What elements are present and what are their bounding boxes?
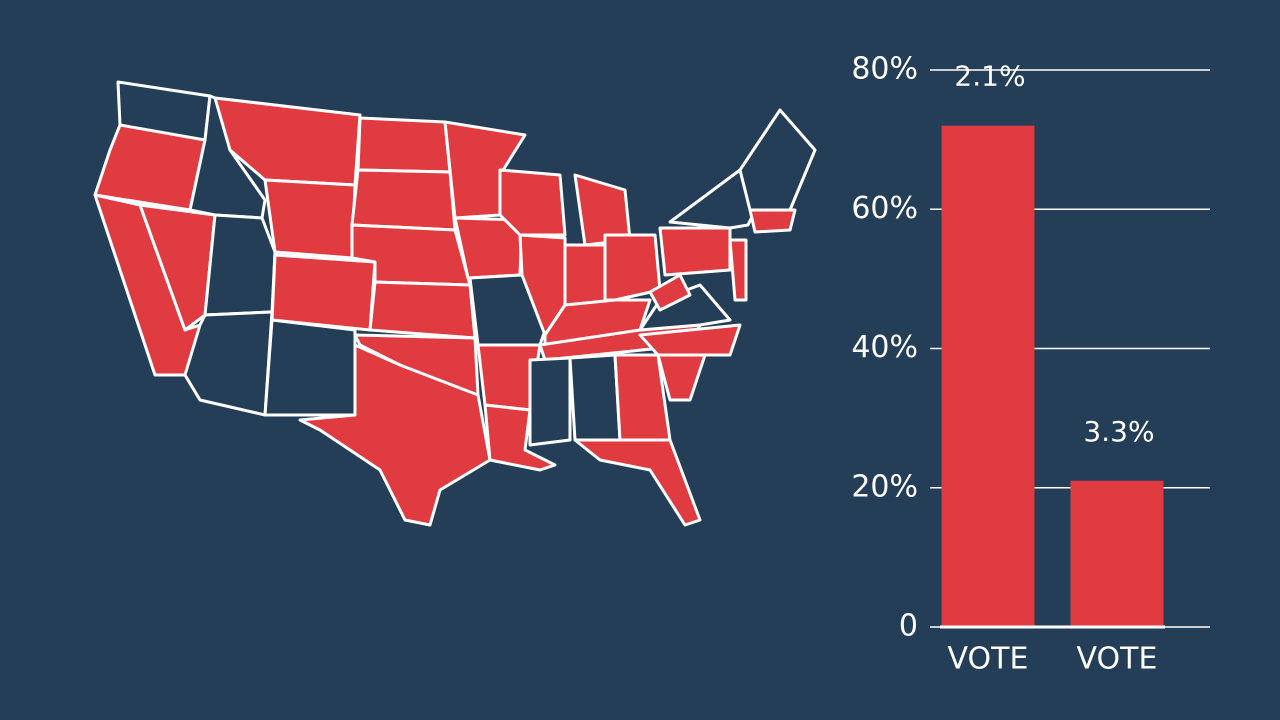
state: [270, 253, 377, 332]
state: [648, 273, 692, 312]
state: [568, 353, 622, 442]
bar: [941, 125, 1035, 627]
us-map: [93, 80, 817, 527]
state: [263, 178, 357, 260]
state: [563, 243, 607, 307]
state: [298, 343, 492, 527]
state: [468, 273, 547, 347]
state: [658, 226, 732, 277]
annotation: 3.3%: [1083, 415, 1154, 448]
state: [350, 168, 457, 232]
state: [498, 168, 567, 237]
state: [368, 280, 477, 340]
state: [728, 238, 748, 302]
x-tick-label: VOTE: [948, 642, 1029, 677]
state: [738, 108, 817, 212]
x-tick-label: VOTE: [1077, 642, 1158, 677]
annotation: 2.1%: [954, 60, 1025, 93]
state: [203, 213, 277, 317]
state: [93, 123, 207, 212]
state: [356, 116, 452, 174]
state: [528, 356, 572, 447]
state: [656, 353, 707, 402]
state: [263, 318, 357, 417]
state: [603, 233, 662, 302]
y-tick-label: 20%: [851, 469, 918, 504]
state: [748, 208, 797, 234]
state: [638, 323, 742, 357]
bar: [1070, 480, 1164, 627]
y-tick-label: 80%: [851, 52, 918, 87]
state: [183, 310, 274, 417]
y-tick-label: 60%: [851, 191, 918, 226]
state: [573, 438, 702, 527]
y-tick-label: 0: [899, 609, 918, 644]
y-tick-label: 40%: [851, 330, 918, 365]
bar-chart: 0 20% 40% 60% 80% VOTE 2.1% VOTE 3.3%: [851, 52, 1210, 677]
